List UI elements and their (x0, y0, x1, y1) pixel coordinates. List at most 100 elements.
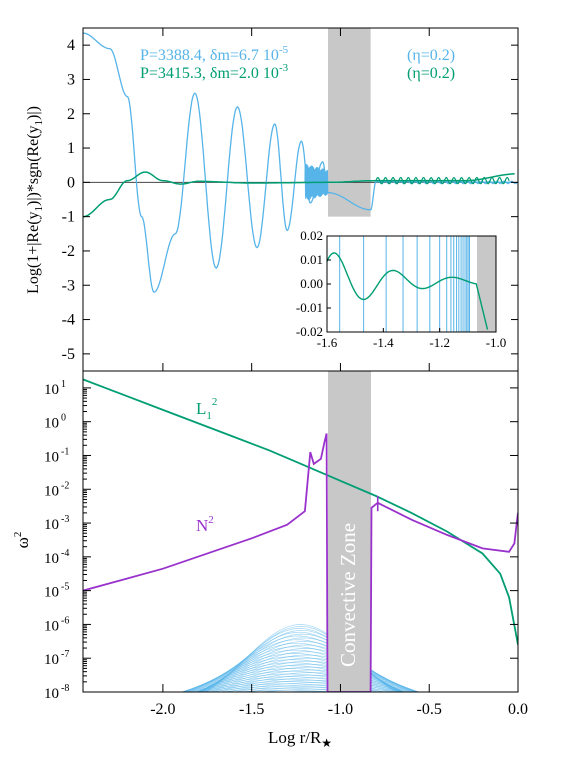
inset-panel: 0.02 0.01 0.00 -0.01 -0.02-1.6 -1.4 -1.2 -1.0 (296, 228, 506, 350)
inset-x-tick-label: -1.2 (429, 335, 450, 350)
mode-frequency-curve (218, 687, 351, 692)
mode-frequency-curve (83, 707, 518, 711)
mode-frequency-curve (83, 695, 518, 710)
top-y-tick-label: 1 (67, 140, 75, 157)
mode-frequency-curve (83, 697, 518, 710)
mode-frequency-curve (83, 703, 518, 710)
bottom-y-tick-exponent: -7 (61, 649, 69, 660)
bottom-y-tick-label: 10 (44, 652, 59, 668)
inset-x-tick-label: -1.4 (373, 335, 394, 350)
inset-convective-zone (477, 236, 496, 332)
mode-frequency-curve (199, 683, 373, 692)
mode-frequency-curve (83, 700, 518, 711)
mode-frequency-curve (199, 637, 408, 692)
convective-zone-label: Convective Zone (336, 523, 360, 667)
mode-frequency-curve (198, 631, 400, 692)
mode-frequency-curve (83, 699, 518, 710)
mode-frequency-curve (83, 694, 518, 710)
bottom-x-tick-label: -1.5 (239, 701, 264, 718)
mode-frequency-curve (201, 669, 420, 692)
mode-frequency-curve (197, 641, 410, 692)
bottom-y-tick-exponent: -1 (61, 446, 69, 457)
top-y-tick-label: -2 (62, 243, 75, 260)
bottom-y-tick-exponent: -3 (61, 514, 69, 525)
mode-frequency-curve (83, 708, 518, 712)
bottom-y-tick-label: 10 (44, 483, 59, 499)
bottom-y-tick-label: 10 (44, 382, 59, 398)
bottom-y-tick-label: 10 (44, 551, 59, 567)
plot-frame (82, 27, 519, 693)
bottom-y-tick-label: 10 (44, 517, 59, 533)
bottom-y-tick-exponent: 1 (61, 379, 66, 390)
top-y-tick-label: -5 (62, 346, 75, 363)
legend-entry-1-eta: (η=0.2) (407, 47, 455, 64)
inset-y-tick-label: 0.01 (300, 252, 323, 267)
bottom-y-axis-label: ω2 (12, 532, 32, 549)
bottom-y-tick-exponent: -5 (61, 582, 69, 593)
mode-frequency-curve (83, 708, 518, 711)
mode-frequency-curve (197, 644, 413, 692)
mode-frequency-curve (83, 698, 518, 710)
bottom-y-tick-exponent: -8 (61, 683, 69, 694)
mode-frequency-curve (83, 701, 518, 711)
mode-frequency-curve (266, 691, 299, 692)
mode-frequency-curve (200, 633, 405, 692)
mode-frequency-curve (185, 649, 405, 692)
mode-frequency-curve (207, 685, 364, 692)
bottom-x-tick-label: -0.5 (417, 701, 442, 718)
bottom-y-tick-label: 10 (44, 618, 59, 634)
bottom-x-tick-label: -2.0 (150, 701, 175, 718)
mode-frequency-curve (183, 673, 396, 692)
green-outer-wave (375, 176, 510, 185)
inset-y-tick-label: 0.00 (300, 276, 323, 291)
mode-frequency-curve (195, 654, 418, 692)
mode-frequency-curve (83, 697, 518, 711)
mode-frequency-curve (83, 706, 518, 711)
mode-frequency-curve (204, 624, 397, 692)
mode-frequency-curve (196, 648, 415, 692)
mode-frequency-curve (204, 672, 419, 692)
legend-entry-1: P=3388.4, δm=6.7 10-5 (140, 44, 289, 64)
top-y-axis-label: Log(1+|Re(y1)|)*sgn(Re(y1)|) (25, 106, 45, 294)
mode-frequency-curve (195, 651, 417, 692)
mode-frequency-curve (83, 706, 518, 711)
mode-frequency-curve (203, 626, 398, 692)
top-legend: P=3388.4, δm=6.7 10-5 (η=0.2) P=3415.3, … (140, 44, 455, 82)
mode-frequency-curve (83, 705, 518, 711)
mode-frequency-curve (83, 693, 518, 710)
mode-frequency-curve (181, 659, 405, 692)
bottom-x-tick-label: 0.0 (508, 701, 528, 718)
n-squared-line (83, 433, 518, 692)
mode-frequency-curve (198, 663, 421, 692)
inset-y-tick-label: 0.02 (300, 228, 323, 243)
top-y-tick-label: 4 (67, 37, 75, 54)
inset-x-tick-label: -1.6 (317, 335, 338, 350)
mode-frequency-curve (184, 653, 406, 692)
mode-frequency-curve (194, 681, 381, 692)
mode-frequency-curve (234, 689, 334, 692)
top-y-tick-label: -1 (62, 209, 75, 226)
bottom-y-tick-label: 10 (44, 585, 59, 601)
bottom-y-tick-exponent: -6 (61, 615, 69, 626)
green-eigenfunction-line (83, 171, 515, 218)
mode-frequency-curve (187, 646, 405, 692)
bottom-y-tick-exponent: -2 (61, 480, 69, 491)
mode-frequency-curve (180, 665, 403, 692)
mode-frequency-curve (83, 705, 518, 711)
mode-frequency-curve (208, 674, 417, 692)
mode-frequency-curve (182, 670, 399, 692)
mode-frequency-curve (279, 690, 355, 692)
mode-frequency-curve (217, 679, 410, 692)
mode-frequency-curve (83, 702, 518, 711)
bottom-y-tick-label: 10 (44, 686, 59, 702)
mode-frequency-curve (189, 678, 387, 692)
mode-frequency-curve (242, 686, 389, 692)
n-squared-label: N2 (196, 514, 214, 535)
x-axis-label: Log r/R★ (268, 728, 332, 750)
top-y-tick-label: 0 (67, 174, 75, 191)
mode-frequency-curve (212, 677, 414, 692)
mode-frequency-curve (83, 703, 518, 711)
mode-frequency-curve (202, 629, 402, 692)
